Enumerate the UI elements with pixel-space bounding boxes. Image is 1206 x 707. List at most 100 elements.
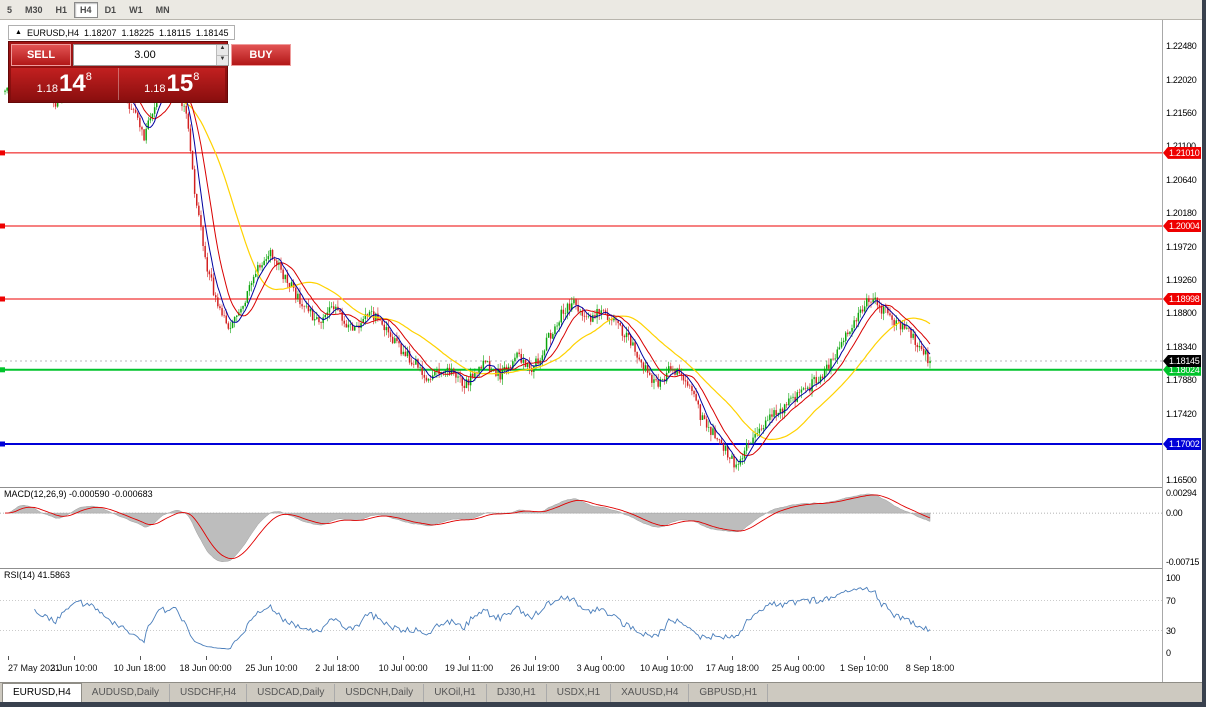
volume-input[interactable]: [74, 45, 216, 65]
volume-increase-button[interactable]: ▲: [217, 45, 228, 56]
time-axis-tick: [666, 656, 668, 660]
pane-divider[interactable]: [0, 487, 1202, 488]
chart-ohlc-header: ▲ EURUSD,H4 1.18207 1.18225 1.18115 1.18…: [8, 25, 236, 40]
time-axis-label: 25 Jun 10:00: [245, 663, 298, 673]
chart-tab-audusd[interactable]: AUDUSD,Daily: [82, 684, 171, 702]
time-axis-label: 8 Sep 18:00: [905, 663, 955, 673]
price-scale-label: 1.21560: [1166, 107, 1197, 118]
time-axis-tick: [600, 656, 602, 660]
time-axis-tick: [139, 656, 141, 660]
time-axis-label: 2 Jul 18:00: [315, 663, 360, 673]
chart-tab-ukoil[interactable]: UKOil,H1: [424, 684, 487, 702]
time-axis-label: 18 Jun 00:00: [179, 663, 232, 673]
sell-price-prefix: 1.18: [36, 83, 59, 95]
time-axis-label: 10 Jun 18:00: [113, 663, 166, 673]
timeframe-button-5[interactable]: 5: [1, 2, 18, 18]
timeframe-button-mn[interactable]: MN: [150, 2, 176, 18]
chart-tab-xauusd[interactable]: XAUUSD,H4: [611, 684, 690, 702]
macd-scale-label: 0.00294: [1166, 488, 1197, 498]
time-axis-tick: [205, 656, 207, 660]
hline-price-badge: 1.20004: [1163, 219, 1202, 232]
rsi-label: RSI(14) 41.5863: [4, 570, 71, 580]
price-scale-label: 1.20180: [1166, 208, 1197, 219]
sell-button[interactable]: SELL: [11, 44, 71, 66]
window-bottom-edge: [0, 702, 1202, 707]
timeframe-toolbar: 5 M30 H1 H4 D1 W1 MN: [0, 0, 1202, 20]
chart-tab-usdx[interactable]: USDX,H1: [547, 684, 612, 702]
price-scale-label: 1.18340: [1166, 341, 1197, 352]
time-axis-label: 25 Aug 00:00: [771, 663, 825, 673]
chart-tab-eurusd[interactable]: EURUSD,H4: [2, 683, 82, 702]
rsi-scale-label: 100: [1166, 573, 1181, 583]
time-axis-label: 17 Aug 18:00: [705, 663, 759, 673]
time-axis-label: 1 Sep 10:00: [839, 663, 889, 673]
rsi-indicator-canvas[interactable]: [0, 568, 1162, 656]
timeframe-button-w1[interactable]: W1: [123, 2, 149, 18]
hline-price-badge: 1.17002: [1163, 438, 1202, 450]
macd-indicator-canvas[interactable]: [0, 487, 1162, 568]
price-scale-label: 1.17420: [1166, 408, 1197, 419]
chart-tab-usdchf[interactable]: USDCHF,H4: [170, 684, 248, 702]
timeframe-button-m30[interactable]: M30: [19, 2, 49, 18]
timeframe-button-h1[interactable]: H1: [50, 2, 74, 18]
chart-tab-usdcnh[interactable]: USDCNH,Daily: [335, 684, 425, 702]
time-axis-tick: [534, 656, 536, 660]
macd-scale-label: 0.00: [1166, 508, 1183, 519]
price-scale-label: 1.21100: [1166, 141, 1196, 152]
chart-tab-gbpusd[interactable]: GBPUSD,H1: [689, 684, 769, 702]
price-scale-label: 1.22480: [1166, 41, 1197, 52]
macd-scale-label: -0.00715: [1166, 557, 1200, 567]
time-axis-label: 10 Aug 10:00: [640, 663, 694, 673]
time-axis-tick: [930, 656, 931, 660]
chart-window: 1.22480 1.22020 1.21560 1.21100 1.20640 1.201…: [0, 20, 1202, 682]
price-scale-label: 1.17880: [1166, 375, 1197, 386]
volume-spinner: ▲ ▼: [216, 45, 228, 65]
price-scale-label: 1.19720: [1166, 241, 1197, 252]
window-right-edge: [1202, 0, 1206, 707]
volume-input-group: ▲ ▼: [73, 44, 229, 66]
time-axis-tick: [798, 656, 800, 660]
chart-tab-usdcad[interactable]: USDCAD,Daily: [247, 684, 336, 702]
pane-divider[interactable]: [0, 568, 1202, 569]
price-scale-label: 1.20640: [1166, 174, 1197, 185]
time-axis-tick: [8, 656, 9, 660]
time-axis-tick: [732, 656, 734, 660]
timeframe-button-d1[interactable]: D1: [99, 2, 123, 18]
buy-button[interactable]: BUY: [231, 44, 291, 66]
time-axis[interactable]: 27 May 2021 3 Jun 10:00 10 Jun 18:00 18 Jun…: [0, 656, 1162, 682]
timeframe-button-h4[interactable]: H4: [74, 1, 98, 18]
buy-price-big-digits: 15: [166, 70, 194, 97]
price-scale-label: 1.22020: [1166, 74, 1197, 85]
buy-price-pip-digit: 8: [193, 71, 200, 83]
sell-price-display[interactable]: 1.18 14 8: [11, 68, 119, 100]
time-axis-tick: [337, 656, 339, 660]
chart-symbol-title: EURUSD,H4: [26, 27, 79, 38]
time-axis-label: 3 Aug 00:00: [576, 663, 625, 673]
current-price-badge: 1.18145: [1163, 354, 1202, 367]
time-axis-label: 19 Jul 11:00: [444, 663, 494, 673]
chart-tab-dj30[interactable]: DJ30,H1: [487, 684, 547, 702]
collapse-arrow-icon[interactable]: ▲: [15, 29, 22, 36]
buy-price-display[interactable]: 1.18 15 8: [118, 68, 225, 100]
time-axis-label: 10 Jul 00:00: [378, 663, 428, 673]
rsi-scale-label: 30: [1166, 625, 1176, 636]
volume-decrease-button[interactable]: ▼: [217, 55, 228, 65]
rsi-scale-label: 0: [1166, 648, 1171, 658]
price-scale[interactable]: 1.22480 1.22020 1.21560 1.21100 1.20640 1.201…: [1162, 20, 1202, 682]
time-axis-label: 26 Jul 19:00: [510, 663, 560, 673]
price-scale-label: 1.16500: [1166, 475, 1197, 486]
hline-price-badge: 1.21010: [1163, 146, 1202, 159]
macd-label: MACD(12,26,9) -0.000590 -0.000683: [4, 489, 153, 499]
chart-tab-bar: EURUSD,H4 AUDUSD,Daily USDCHF,H4 USDCAD,Dai…: [0, 682, 1202, 702]
ohlc-close: 1.18145: [195, 27, 229, 38]
price-scale-label: 1.18800: [1166, 308, 1197, 319]
ohlc-low: 1.18115: [159, 27, 191, 38]
sell-price-big-digits: 14: [59, 70, 86, 97]
buy-price-prefix: 1.18: [144, 83, 166, 95]
time-axis-tick: [864, 656, 866, 660]
one-click-trading-panel: SELL ▲ ▼ BUY 1.18 14 8 1.18: [8, 41, 291, 103]
ohlc-open: 1.18207: [83, 27, 117, 38]
sell-price-pip-digit: 8: [85, 71, 92, 83]
rsi-scale-label: 70: [1166, 595, 1176, 606]
hline-price-badge: 1.18998: [1163, 293, 1202, 306]
